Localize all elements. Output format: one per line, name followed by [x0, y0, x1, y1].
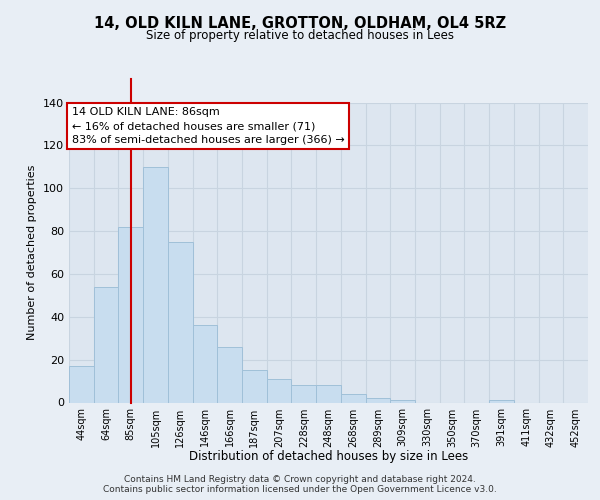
- Text: 14, OLD KILN LANE, GROTTON, OLDHAM, OL4 5RZ: 14, OLD KILN LANE, GROTTON, OLDHAM, OL4 …: [94, 16, 506, 31]
- Bar: [390, 400, 415, 402]
- Bar: [69, 366, 94, 403]
- X-axis label: Distribution of detached houses by size in Lees: Distribution of detached houses by size …: [189, 450, 468, 462]
- Bar: [217, 347, 242, 403]
- Text: 14 OLD KILN LANE: 86sqm
← 16% of detached houses are smaller (71)
83% of semi-de: 14 OLD KILN LANE: 86sqm ← 16% of detache…: [71, 107, 344, 145]
- Bar: [365, 398, 390, 402]
- Text: Size of property relative to detached houses in Lees: Size of property relative to detached ho…: [146, 29, 454, 42]
- Bar: [94, 287, 118, 403]
- Bar: [143, 167, 168, 402]
- Bar: [193, 326, 217, 402]
- Bar: [267, 379, 292, 402]
- Y-axis label: Number of detached properties: Number of detached properties: [28, 165, 37, 340]
- Bar: [292, 386, 316, 402]
- Text: Contains HM Land Registry data © Crown copyright and database right 2024.: Contains HM Land Registry data © Crown c…: [124, 475, 476, 484]
- Bar: [341, 394, 365, 402]
- Text: Contains public sector information licensed under the Open Government Licence v3: Contains public sector information licen…: [103, 485, 497, 494]
- Bar: [489, 400, 514, 402]
- Bar: [118, 227, 143, 402]
- Bar: [168, 242, 193, 402]
- Bar: [242, 370, 267, 402]
- Bar: [316, 386, 341, 402]
